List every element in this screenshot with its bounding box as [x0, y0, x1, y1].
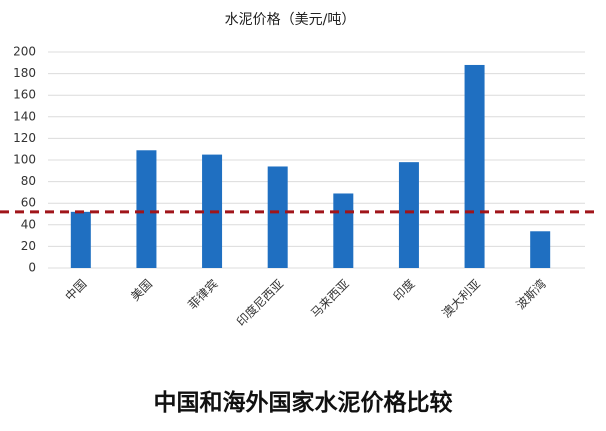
x-tick-label: 中国: [62, 276, 90, 304]
x-tick-label: 印度: [390, 276, 418, 304]
bar: [398, 162, 419, 268]
x-tick-label: 波斯湾: [513, 276, 549, 312]
y-tick-label: 80: [21, 174, 36, 188]
y-tick-label: 120: [13, 131, 36, 145]
bar: [267, 166, 288, 268]
y-tick-label: 100: [13, 153, 36, 167]
x-tick-label: 美国: [128, 277, 155, 304]
chart-caption: 中国和海外国家水泥价格比较: [154, 389, 453, 416]
x-tick-label: 菲律宾: [185, 276, 221, 312]
x-tick-label: 印度尼西亚: [233, 276, 286, 329]
y-tick-label: 160: [13, 88, 36, 102]
x-tick-label: 马来西亚: [308, 277, 352, 321]
bar: [136, 150, 157, 268]
y-tick-label: 180: [13, 66, 36, 80]
y-tick-label: 20: [21, 239, 36, 253]
bar: [70, 211, 91, 268]
bar: [464, 64, 485, 269]
chart-title: 水泥价格（美元/吨）: [225, 12, 356, 28]
y-tick-label: 40: [21, 217, 36, 231]
x-tick-label: 澳大利亚: [439, 277, 483, 321]
y-tick-label: 140: [13, 109, 36, 123]
y-tick-label: 200: [13, 45, 36, 59]
bar: [333, 193, 354, 268]
y-tick-label: 0: [28, 261, 36, 275]
y-tick-label: 60: [21, 196, 36, 210]
bar: [530, 231, 551, 268]
